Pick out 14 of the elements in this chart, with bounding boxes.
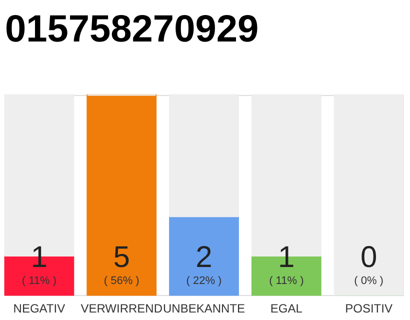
annotation: 0 [360, 241, 378, 274]
x-tick-label: NEGATIV [13, 302, 66, 316]
x-tick-label: VERWIRREND [80, 302, 163, 316]
x-tick-label: UNBEKANNTE [162, 302, 246, 316]
x-tick-label: EGAL [270, 302, 303, 316]
data-label: ( 0% ) [354, 275, 384, 287]
annotation: 2 [196, 241, 212, 274]
annotation: 5 [113, 241, 130, 274]
chart-title: 015758270929 [5, 8, 259, 50]
data-label: ( 22% ) [186, 275, 222, 287]
x-tick-label: POSITIV [345, 302, 392, 316]
data-label: ( 11% ) [269, 275, 304, 287]
data-label: ( 56% ) [104, 275, 140, 287]
data-label: ( 11% ) [22, 275, 57, 287]
